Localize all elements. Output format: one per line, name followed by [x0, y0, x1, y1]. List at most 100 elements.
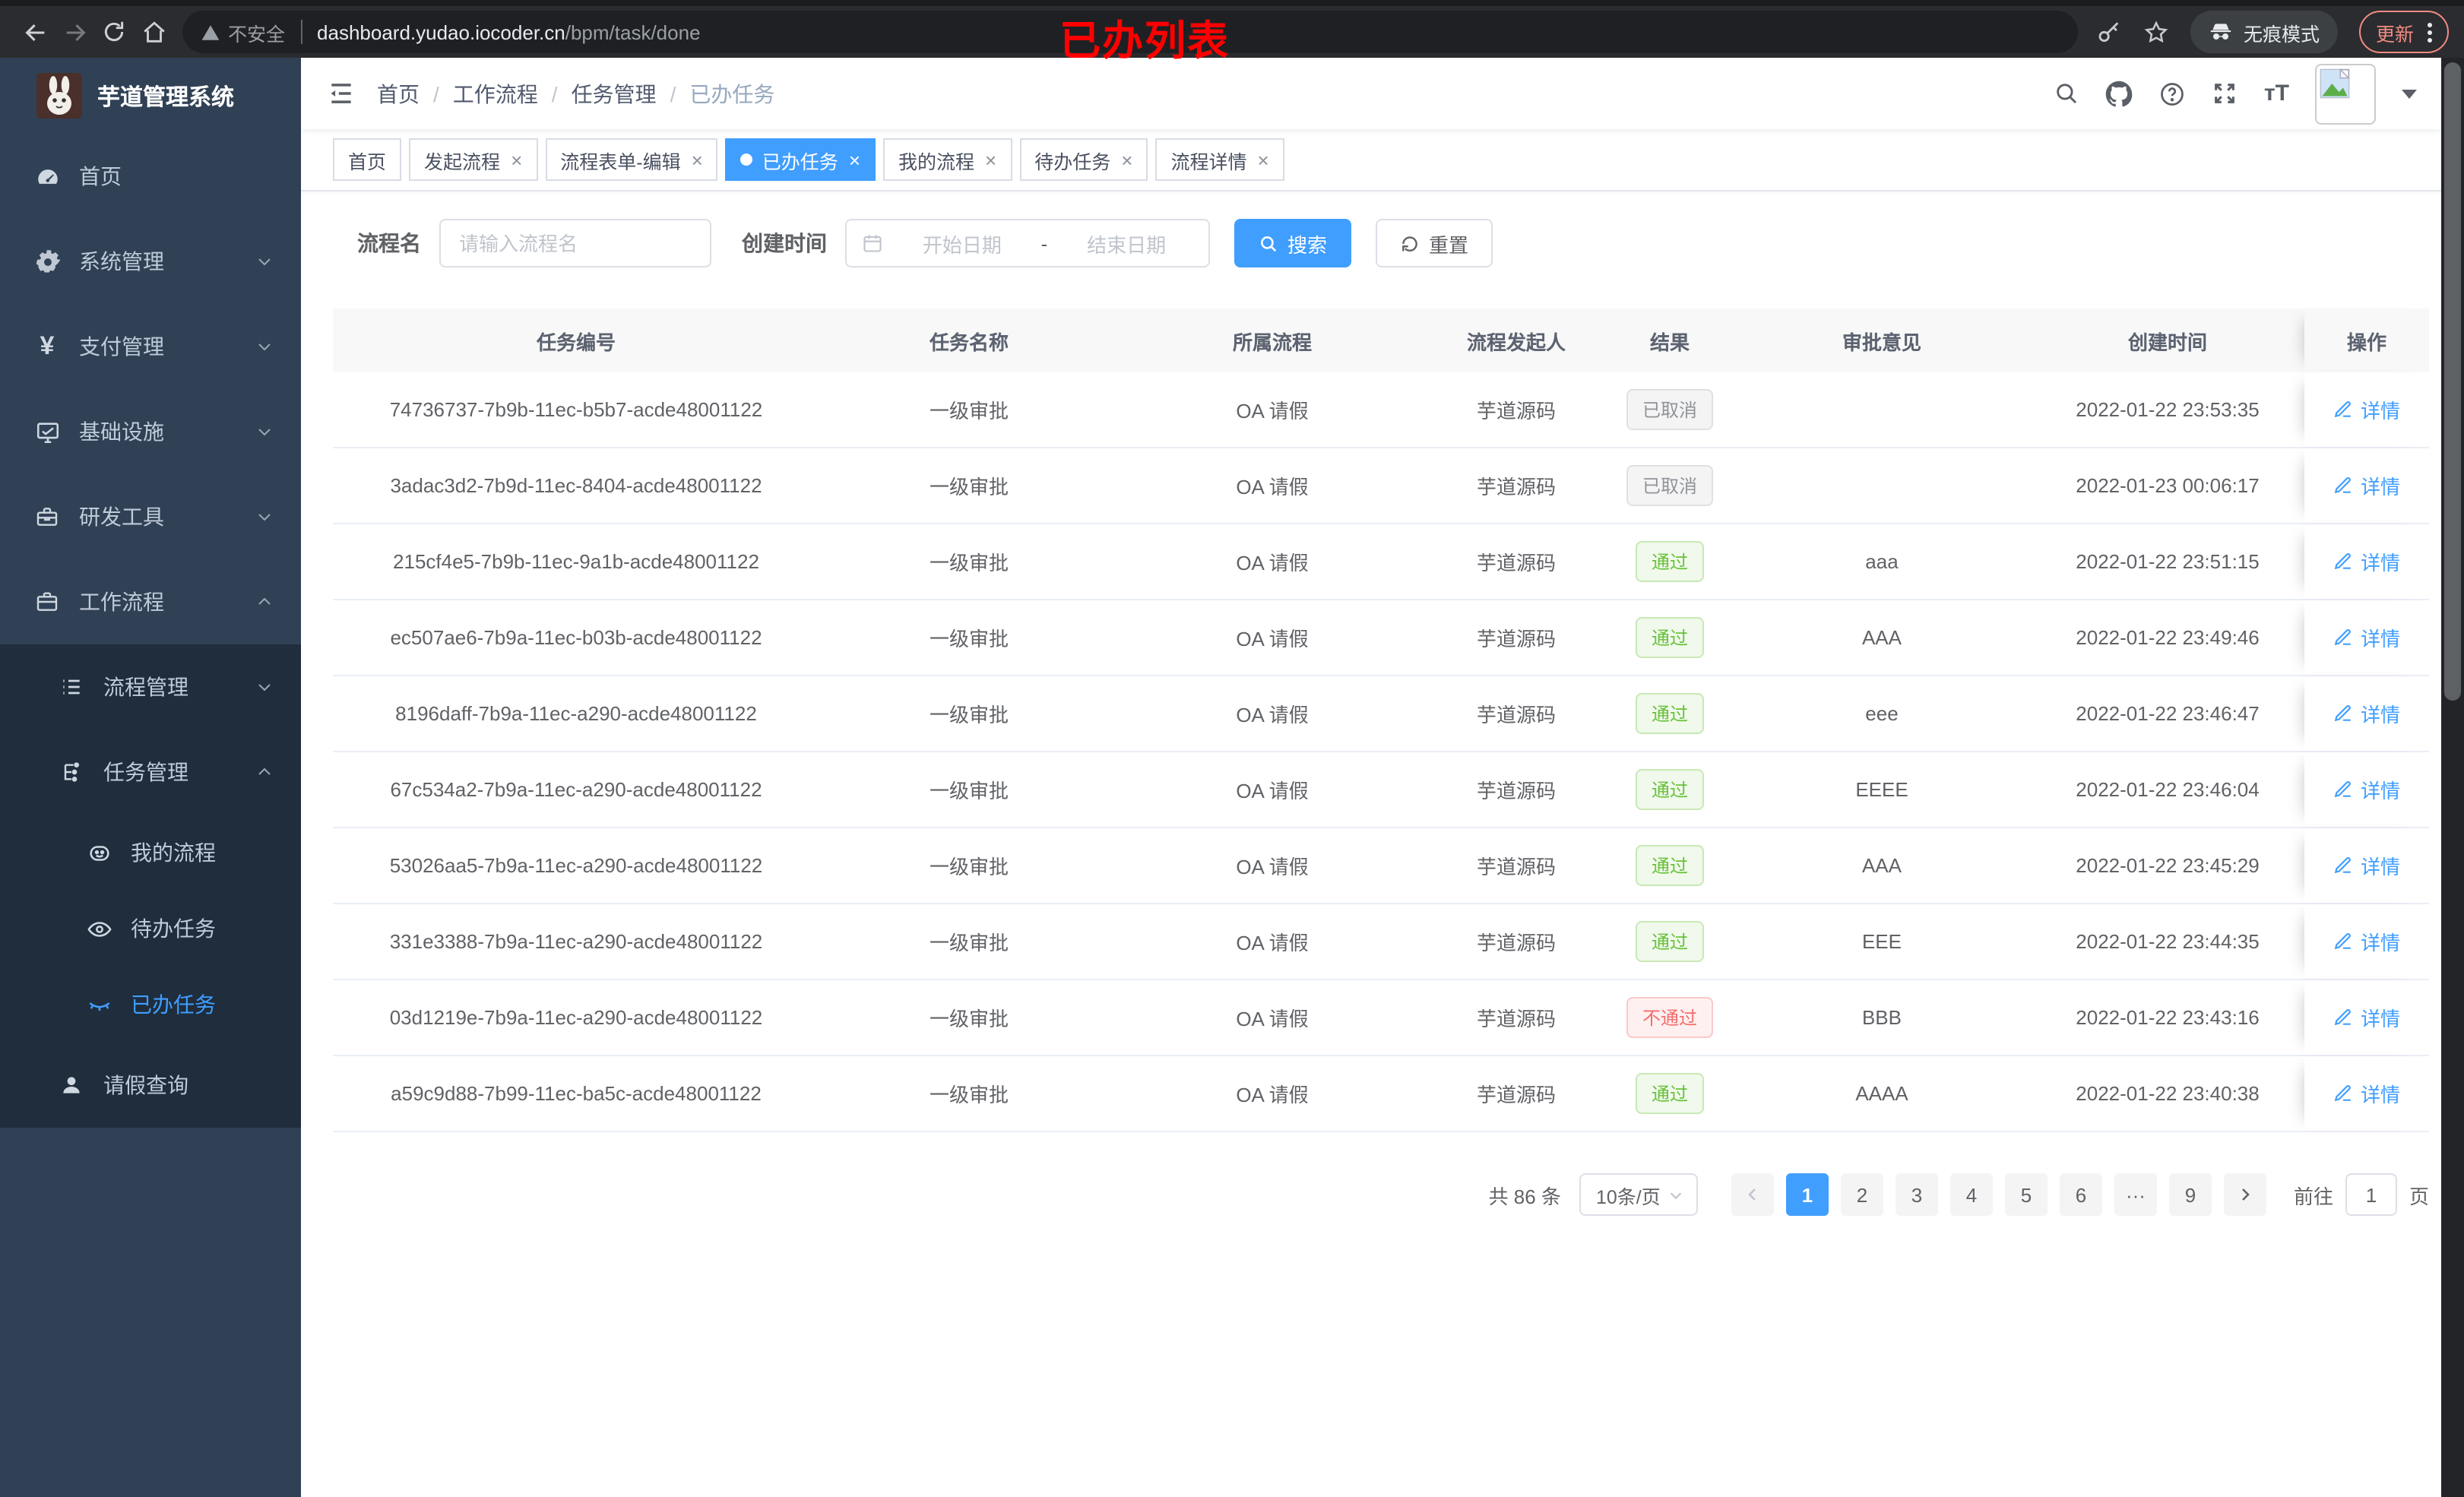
breadcrumb-task-mgmt[interactable]: 任务管理 — [571, 81, 657, 106]
chevron-down-icon — [255, 337, 274, 356]
detail-button[interactable]: 详情 — [2333, 1003, 2400, 1032]
eye-icon — [85, 915, 112, 942]
detail-button[interactable]: 详情 — [2333, 775, 2400, 804]
avatar-caret-icon[interactable] — [2402, 89, 2417, 98]
close-icon[interactable]: × — [985, 148, 997, 171]
tab-my-process[interactable]: 我的流程 × — [883, 138, 1012, 181]
browser-menu-icon[interactable] — [2428, 22, 2432, 42]
tab-form-edit[interactable]: 流程表单-编辑 × — [545, 138, 718, 181]
page-button-6[interactable]: 6 — [2059, 1173, 2102, 1216]
table-row: 331e3388-7b9a-11ec-a290-acde48001122 一级审… — [333, 904, 2429, 980]
tab-process-detail[interactable]: 流程详情 × — [1155, 138, 1284, 181]
sidebar-item-leave-query[interactable]: 请假查询 — [0, 1043, 301, 1128]
detail-button[interactable]: 详情 — [2333, 471, 2400, 500]
sidebar-item-workflow[interactable]: 工作流程 — [0, 559, 301, 644]
table-row: 8196daff-7b9a-11ec-a290-acde48001122 一级审… — [333, 676, 2429, 752]
search-icon[interactable] — [2054, 81, 2080, 106]
goto-label: 前往 — [2293, 1185, 2333, 1207]
detail-button[interactable]: 详情 — [2333, 395, 2400, 424]
status-badge: 已取消 — [1626, 389, 1712, 430]
chevron-down-icon — [255, 252, 274, 271]
close-icon[interactable]: × — [511, 148, 523, 171]
update-button[interactable]: 更新 — [2358, 11, 2449, 53]
table-row: 215cf4e5-7b9b-11ec-9a1b-acde48001122 一级审… — [333, 524, 2429, 600]
next-page-button[interactable] — [2223, 1173, 2266, 1216]
process-name-label: 流程名 — [357, 231, 421, 255]
page-button-1[interactable]: 1 — [1785, 1173, 1829, 1216]
chevron-down-icon — [255, 423, 274, 441]
dashboard-icon — [33, 163, 61, 190]
sidebar-item-done-tasks[interactable]: 已办任务 — [0, 967, 301, 1043]
reset-button[interactable]: 重置 — [1376, 219, 1493, 267]
end-date-placeholder: 结束日期 — [1087, 233, 1167, 256]
page-button-9[interactable]: 9 — [2168, 1173, 2212, 1216]
tab-todo-tasks[interactable]: 待办任务 × — [1019, 138, 1148, 181]
window-scrollbar[interactable] — [2441, 58, 2464, 1497]
scrollbar-thumb[interactable] — [2444, 62, 2461, 701]
page-button-5[interactable]: 5 — [2004, 1173, 2048, 1216]
process-name-input[interactable] — [439, 219, 711, 267]
prev-page-button[interactable] — [1731, 1173, 1774, 1216]
sidebar-item-todo-tasks[interactable]: 待办任务 — [0, 891, 301, 967]
collapse-sidebar-icon[interactable] — [327, 79, 356, 108]
sidebar-item-my-process[interactable]: 我的流程 — [0, 815, 301, 891]
avatar[interactable] — [2315, 63, 2376, 124]
page-button-2[interactable]: 2 — [1840, 1173, 1883, 1216]
fullscreen-icon[interactable] — [2212, 81, 2238, 106]
search-button[interactable]: 搜索 — [1234, 219, 1352, 267]
back-icon[interactable] — [15, 12, 55, 52]
close-icon[interactable]: × — [1121, 148, 1133, 171]
sidebar-item-process-mgmt[interactable]: 流程管理 — [0, 644, 301, 730]
goto-page-input[interactable] — [2345, 1173, 2397, 1216]
detail-button[interactable]: 详情 — [2333, 623, 2400, 652]
not-secure-chip[interactable]: 不安全 — [201, 17, 285, 46]
sidebar-item-devtools[interactable]: 研发工具 — [0, 474, 301, 559]
detail-button[interactable]: 详情 — [2333, 699, 2400, 728]
sidebar-item-system[interactable]: 系统管理 — [0, 219, 301, 304]
app-logo[interactable]: 芋道管理系统 — [0, 58, 301, 134]
more-pages-button[interactable]: ··· — [2114, 1173, 2157, 1216]
help-icon[interactable] — [2159, 80, 2187, 107]
chevron-down-icon — [1670, 1192, 1682, 1199]
forward-icon[interactable] — [55, 12, 94, 52]
tab-start-process[interactable]: 发起流程 × — [409, 138, 538, 181]
breadcrumb-workflow[interactable]: 工作流程 — [452, 81, 538, 106]
edit-icon — [2334, 933, 2351, 950]
home-icon[interactable] — [134, 12, 173, 52]
bookmark-star-icon[interactable] — [2143, 19, 2169, 45]
detail-button[interactable]: 详情 — [2333, 851, 2400, 880]
pagination: 共 86 条 10条/页 1 2 3 4 5 6 ··· 9 — [301, 1173, 2429, 1216]
breadcrumb-home[interactable]: 首页 — [377, 81, 420, 106]
sidebar-item-infra[interactable]: 基础设施 — [0, 389, 301, 474]
chevron-up-icon — [255, 593, 274, 611]
table-row: 53026aa5-7b9a-11ec-a290-acde48001122 一级审… — [333, 828, 2429, 904]
close-icon[interactable]: × — [691, 148, 703, 171]
breadcrumb-current: 已办任务 — [689, 81, 775, 106]
list-tree-icon — [58, 673, 85, 701]
close-icon[interactable]: × — [848, 148, 860, 171]
page-button-3[interactable]: 3 — [1895, 1173, 1938, 1216]
logo-image — [36, 73, 82, 119]
page-size-select[interactable]: 10条/页 — [1579, 1173, 1698, 1216]
page-button-4[interactable]: 4 — [1949, 1173, 1993, 1216]
table-row: a59c9d88-7b99-11ec-ba5c-acde48001122 一级审… — [333, 1056, 2429, 1132]
date-range-picker[interactable]: 开始日期 - 结束日期 — [845, 219, 1210, 267]
url-bar[interactable]: 不安全 dashboard.yudao.iocoder.cn/bpm/task/… — [182, 11, 2078, 53]
font-size-icon[interactable]: ᴛT — [2263, 81, 2289, 106]
detail-button[interactable]: 详情 — [2333, 927, 2400, 956]
github-icon[interactable] — [2106, 80, 2133, 107]
tab-home[interactable]: 首页 — [333, 138, 402, 181]
table-row: 67c534a2-7b9a-11ec-a290-acde48001122 一级审… — [333, 752, 2429, 828]
close-icon[interactable]: × — [1257, 148, 1269, 171]
sidebar-item-task-mgmt[interactable]: 任务管理 — [0, 730, 301, 815]
gear-icon — [33, 248, 61, 275]
detail-button[interactable]: 详情 — [2333, 1079, 2400, 1108]
key-icon[interactable] — [2096, 19, 2122, 45]
detail-button[interactable]: 详情 — [2333, 547, 2400, 576]
reload-icon[interactable] — [94, 12, 134, 52]
tab-done-tasks[interactable]: 已办任务 × — [725, 138, 876, 181]
table-row: ec507ae6-7b9a-11ec-b03b-acde48001122 一级审… — [333, 600, 2429, 676]
sidebar-item-home[interactable]: 首页 — [0, 134, 301, 219]
sidebar-item-payment[interactable]: ¥ 支付管理 — [0, 304, 301, 389]
